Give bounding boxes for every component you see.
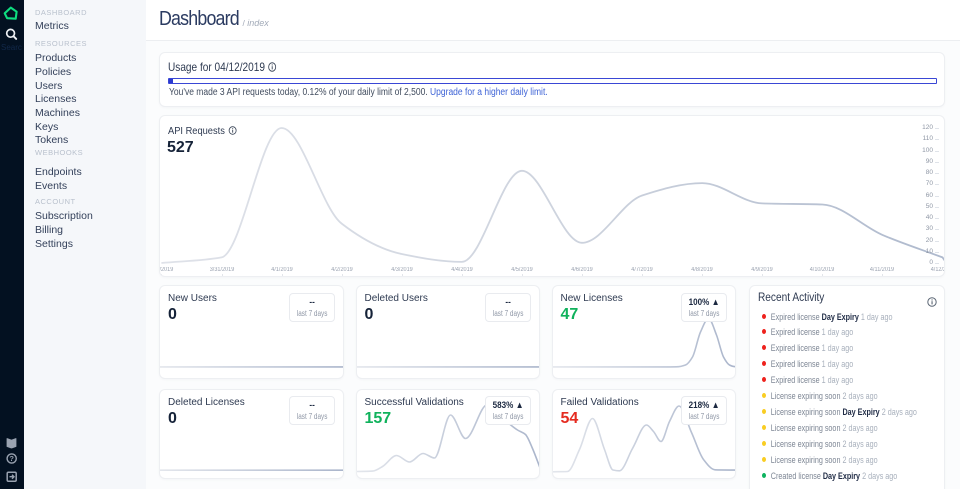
svg-text:?: ?	[9, 454, 14, 463]
